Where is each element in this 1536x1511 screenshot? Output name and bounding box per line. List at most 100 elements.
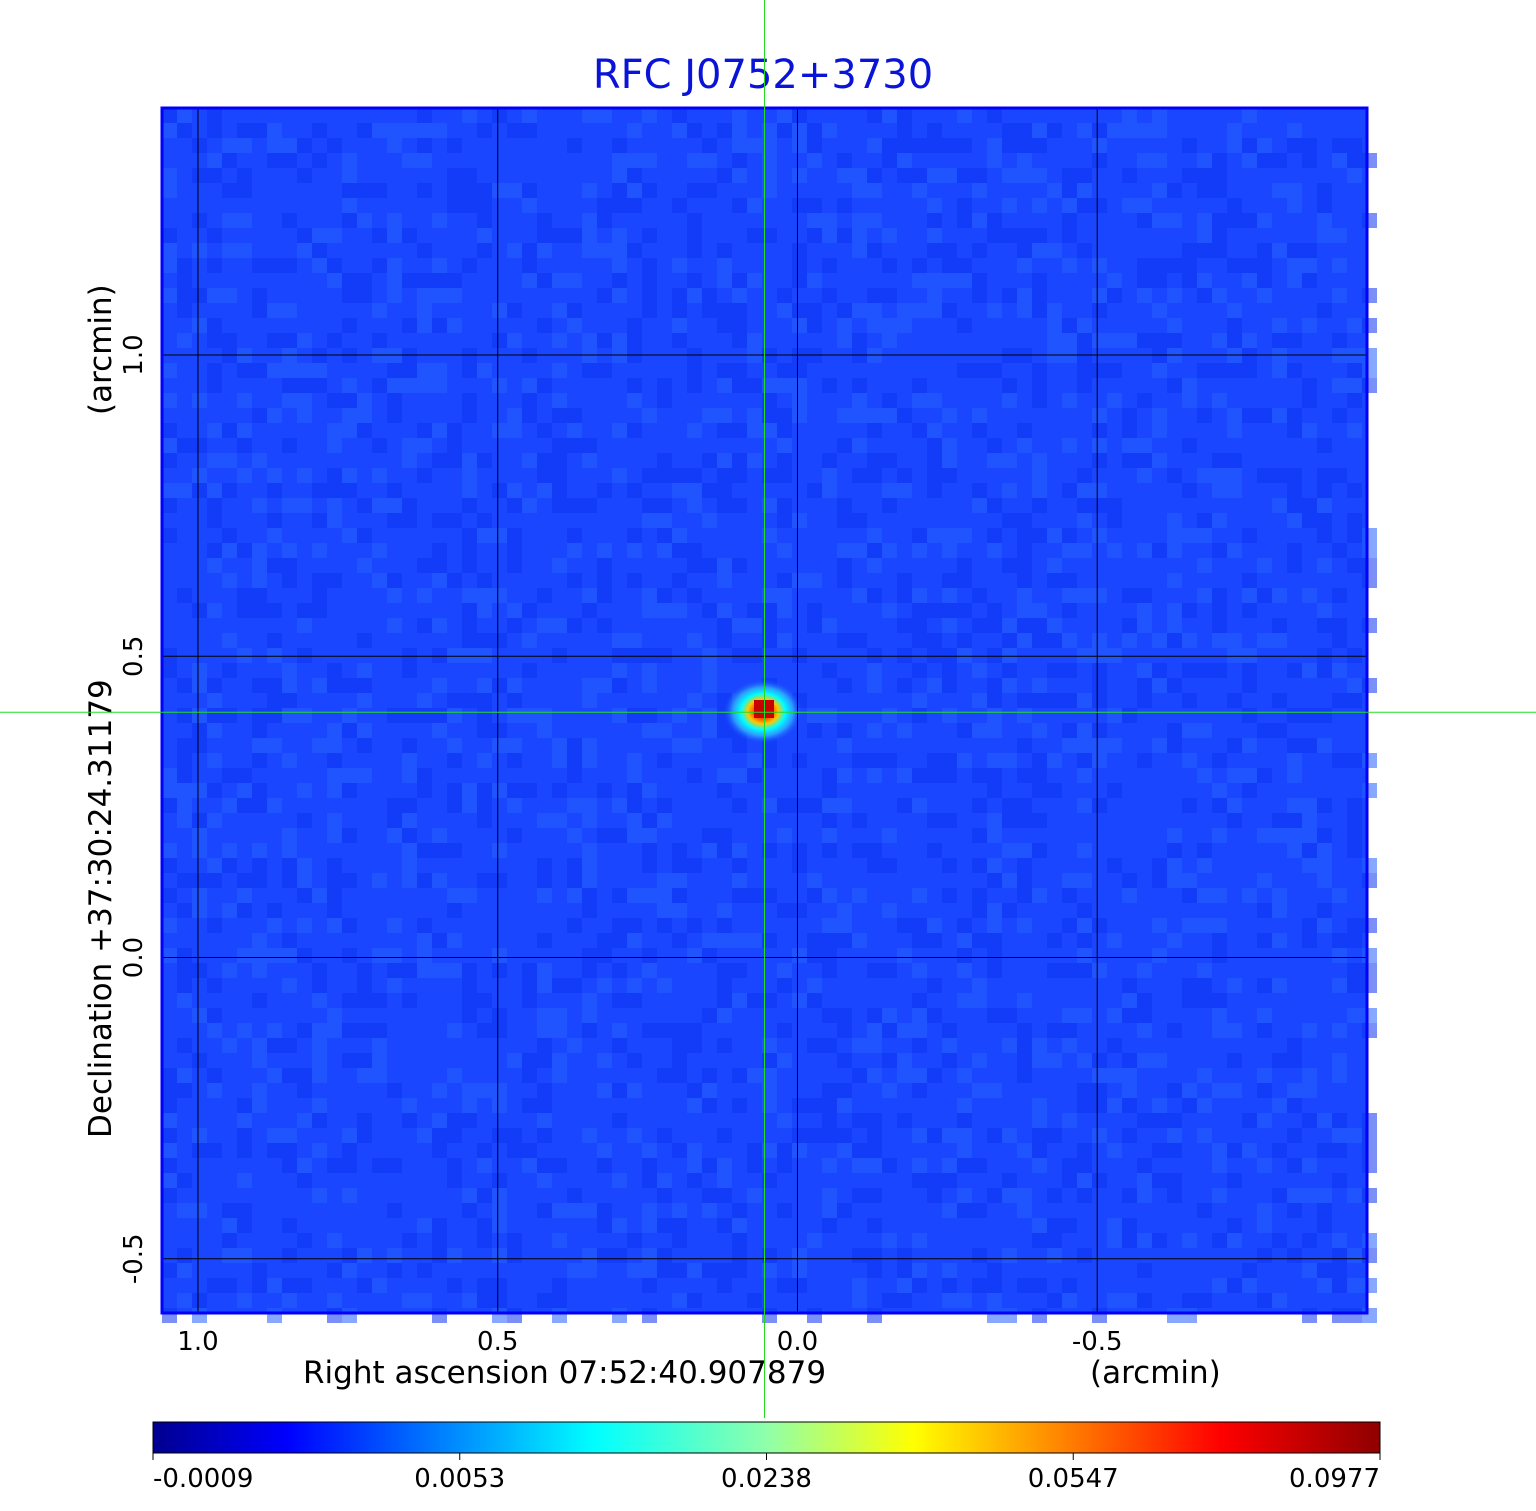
noise-cell (852, 513, 867, 528)
noise-cell (1137, 273, 1152, 288)
noise-cell (1017, 243, 1032, 258)
noise-cell (867, 768, 882, 783)
noise-cell (192, 603, 207, 618)
noise-cell (1257, 1113, 1272, 1128)
noise-cell (882, 903, 897, 918)
noise-cell (567, 408, 582, 423)
noise-cell (987, 903, 1002, 918)
noise-cell (462, 693, 477, 708)
noise-cell (1197, 363, 1212, 378)
noise-cell (327, 498, 342, 513)
noise-cell (522, 993, 537, 1008)
noise-cell (492, 1188, 507, 1203)
noise-cell (1227, 648, 1242, 663)
noise-cell (162, 123, 177, 138)
noise-cell (447, 423, 462, 438)
noise-cell (237, 543, 252, 558)
noise-cell (957, 1068, 972, 1083)
noise-cell (177, 783, 192, 798)
noise-cell (972, 408, 987, 423)
noise-cell (882, 153, 897, 168)
noise-cell (867, 843, 882, 858)
noise-cell (477, 573, 492, 588)
noise-cell (237, 648, 252, 663)
noise-cell (1167, 633, 1182, 648)
noise-cell (1077, 588, 1092, 603)
noise-cell (1077, 1173, 1092, 1188)
noise-cell (162, 1128, 177, 1143)
noise-cell (1347, 678, 1362, 693)
noise-cell (462, 888, 477, 903)
noise-cell (267, 303, 282, 318)
noise-cell (507, 783, 522, 798)
noise-cell (1302, 1113, 1317, 1128)
noise-cell (1257, 978, 1272, 993)
noise-cell (1002, 123, 1017, 138)
noise-cell (237, 603, 252, 618)
noise-cell (597, 363, 612, 378)
noise-cell (357, 1053, 372, 1068)
noise-cell (1032, 123, 1047, 138)
noise-cell (1077, 363, 1092, 378)
noise-cell (1092, 648, 1107, 663)
noise-cell (942, 1158, 957, 1173)
noise-cell (957, 723, 972, 738)
noise-cell (1137, 438, 1152, 453)
noise-cell (162, 288, 177, 303)
noise-cell (1317, 738, 1332, 753)
y-tick-label: 1.0 (119, 334, 149, 375)
noise-cell (342, 528, 357, 543)
noise-cell (1062, 603, 1077, 618)
noise-cell (822, 663, 837, 678)
noise-cell (522, 978, 537, 993)
noise-cell (222, 1233, 237, 1248)
noise-cell (237, 888, 252, 903)
noise-cell (342, 783, 357, 798)
noise-cell (1092, 303, 1107, 318)
noise-cell (882, 498, 897, 513)
noise-cell (882, 393, 897, 408)
noise-cell (852, 243, 867, 258)
noise-cell (1137, 153, 1152, 168)
y-axis-unit: (arcmin) (83, 284, 119, 415)
noise-cell (747, 333, 762, 348)
noise-cell (642, 408, 657, 423)
noise-cell (1062, 318, 1077, 333)
noise-cell (1122, 708, 1137, 723)
noise-cell (552, 483, 567, 498)
noise-cell (1302, 738, 1317, 753)
noise-cell (192, 963, 207, 978)
noise-cell (792, 1098, 807, 1113)
noise-cell (462, 588, 477, 603)
noise-cell (507, 708, 522, 723)
noise-cell (882, 1158, 897, 1173)
noise-cell (747, 198, 762, 213)
noise-cell (462, 558, 477, 573)
noise-cell (1242, 1278, 1257, 1293)
noise-cell (882, 1053, 897, 1068)
noise-cell (342, 1308, 357, 1323)
noise-cell (942, 1263, 957, 1278)
noise-cell (822, 768, 837, 783)
noise-cell (912, 378, 927, 393)
noise-cell (627, 183, 642, 198)
noise-cell (837, 498, 852, 513)
noise-cell (642, 468, 657, 483)
noise-cell (432, 363, 447, 378)
noise-cell (1062, 1218, 1077, 1233)
noise-cell (777, 1143, 792, 1158)
noise-cell (417, 243, 432, 258)
noise-cell (1362, 1143, 1377, 1158)
noise-cell (867, 1218, 882, 1233)
noise-cell (1302, 1068, 1317, 1083)
noise-cell (867, 138, 882, 153)
noise-cell (432, 1248, 447, 1263)
noise-cell (762, 1038, 777, 1053)
noise-cell (342, 873, 357, 888)
noise-cell (732, 453, 747, 468)
noise-cell (1047, 633, 1062, 648)
noise-cell (447, 1113, 462, 1128)
noise-cell (942, 438, 957, 453)
noise-cell (912, 588, 927, 603)
noise-cell (417, 303, 432, 318)
